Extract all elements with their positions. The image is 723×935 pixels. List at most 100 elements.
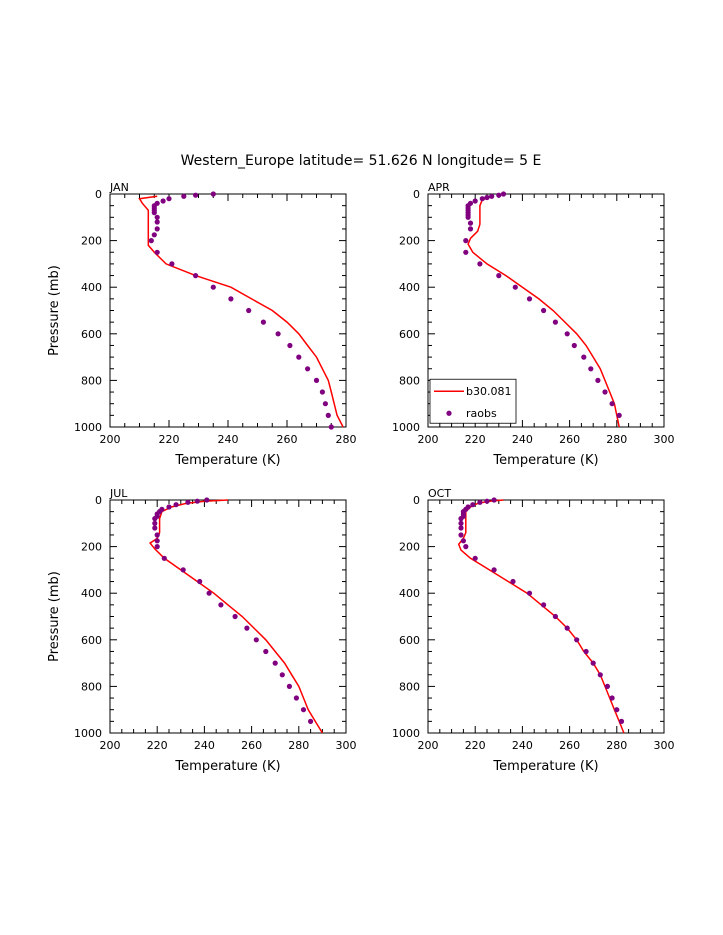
raobs-point — [325, 412, 331, 418]
panel-jul: 200 220 240 260 280 300 0 200 400 600 800 1000 Tempe… — [47, 487, 357, 774]
raobs-point — [246, 307, 252, 314]
raobs-point — [458, 532, 464, 538]
x-axis-title: Temperature (K) — [492, 453, 598, 468]
raobs-point — [465, 214, 471, 220]
raobs-point — [148, 238, 154, 244]
raobs-point — [581, 354, 587, 360]
x-tick-label: 300 — [336, 739, 357, 752]
raobs-point — [154, 544, 160, 550]
x-axis-title: Temperature (K) — [174, 453, 280, 468]
raobs-point — [526, 296, 533, 302]
raobs-point — [541, 602, 547, 608]
raobs-point — [154, 249, 160, 255]
panels: 200 220 240 260 280 0 200 400 600 800 1000 Temperat… — [47, 181, 675, 774]
y-tick-label: 200 — [81, 541, 102, 554]
raobs-point — [185, 499, 191, 505]
x-tick-label: 280 — [606, 433, 627, 446]
x-tick-label: 260 — [277, 433, 298, 446]
panel-oct: 200 220 240 260 280 300 0 200 400 600 800 1000 Tempe… — [392, 487, 675, 774]
raobs-point — [564, 625, 570, 631]
legend-label: raobs — [466, 407, 497, 420]
raobs-point — [272, 660, 278, 666]
y-tick-label: 200 — [399, 541, 420, 554]
raobs-point — [260, 319, 266, 325]
raobs-point — [477, 499, 483, 505]
raobs-point — [160, 198, 166, 204]
raobs-point — [322, 401, 328, 407]
raobs-point — [300, 707, 307, 713]
panel-label: JUL — [109, 487, 128, 500]
raobs-point — [467, 226, 474, 232]
y-tick-label: 600 — [81, 328, 102, 341]
raobs-point — [463, 544, 469, 550]
x-tick-label: 240 — [512, 739, 533, 752]
panel-label: APR — [428, 181, 450, 194]
raobs-point — [484, 498, 490, 504]
raobs-point — [541, 307, 547, 314]
raobs-point — [194, 498, 200, 504]
raobs-point — [479, 196, 485, 202]
raobs-point — [590, 660, 596, 666]
raobs-point — [218, 602, 224, 608]
raobs-point — [206, 590, 212, 596]
y-axis-title: Pressure (mb) — [47, 571, 62, 662]
raobs-point — [609, 401, 615, 407]
raobs-point — [210, 284, 216, 290]
raobs-point — [296, 354, 302, 360]
raobs-point — [477, 261, 483, 267]
raobs-point — [458, 520, 464, 526]
raobs-point — [564, 331, 570, 337]
raobs-point — [588, 366, 594, 372]
raobs-point — [166, 504, 172, 510]
raobs-point — [154, 226, 160, 232]
raobs-point — [275, 331, 281, 337]
raobs-point — [154, 538, 160, 544]
y-tick-label: 200 — [81, 235, 102, 248]
raobs-point — [552, 613, 559, 620]
legend-label: b30.081 — [466, 385, 511, 398]
y-tick-label: 400 — [81, 281, 102, 294]
raobs-point — [279, 672, 285, 678]
raobs-point — [602, 389, 608, 395]
x-tick-label: 220 — [465, 433, 486, 446]
raobs-point — [510, 578, 516, 585]
x-tick-label: 200 — [100, 433, 121, 446]
raobs-point — [204, 497, 210, 503]
x-tick-label: 220 — [465, 739, 486, 752]
raobs-point — [484, 194, 490, 201]
raobs-point — [173, 502, 179, 508]
y-axis-title: Pressure (mb) — [47, 265, 62, 356]
raobs-point — [232, 613, 238, 620]
raobs-point — [526, 590, 533, 596]
raobs-point — [308, 718, 314, 725]
raobs-point — [197, 578, 203, 585]
x-tick-label: 240 — [512, 433, 533, 446]
raobs-point — [583, 648, 589, 655]
raobs-point — [616, 412, 622, 418]
raobs-point — [618, 718, 625, 725]
raobs-point — [614, 707, 620, 713]
y-tick-label: 600 — [399, 634, 420, 647]
raobs-point — [463, 238, 469, 244]
raobs-point — [571, 342, 577, 349]
raobs-point — [552, 319, 559, 325]
x-tick-label: 240 — [194, 739, 215, 752]
figure-title: Western_Europe latitude= 51.626 N longit… — [181, 153, 542, 169]
y-tick-label: 200 — [399, 235, 420, 248]
raobs-point — [489, 193, 495, 199]
raobs-point — [491, 497, 497, 503]
x-tick-label: 280 — [606, 739, 627, 752]
model-profile-line — [467, 195, 620, 428]
raobs-point — [467, 220, 474, 226]
x-tick-label: 280 — [336, 433, 357, 446]
legend-box — [429, 378, 517, 424]
y-tick-label: 800 — [81, 374, 102, 387]
panel-apr: 200 220 240 260 280 300 0 200 400 600 800 1000 Tempe… — [392, 181, 675, 468]
raobs-point — [305, 366, 311, 372]
y-tick-label: 800 — [399, 680, 420, 693]
raobs-point — [512, 284, 518, 290]
raobs-point — [228, 296, 234, 302]
raobs-point — [463, 249, 469, 255]
x-tick-label: 240 — [218, 433, 239, 446]
